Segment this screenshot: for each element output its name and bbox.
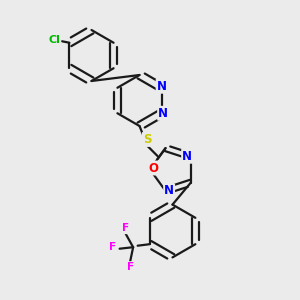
- Text: Cl: Cl: [49, 35, 60, 45]
- Text: O: O: [148, 161, 159, 175]
- Text: N: N: [164, 184, 174, 197]
- Text: F: F: [122, 223, 129, 233]
- Text: F: F: [110, 242, 117, 252]
- Text: N: N: [158, 107, 168, 120]
- Text: N: N: [182, 150, 192, 163]
- Text: N: N: [157, 80, 166, 93]
- Text: F: F: [127, 262, 134, 272]
- Text: S: S: [143, 133, 151, 146]
